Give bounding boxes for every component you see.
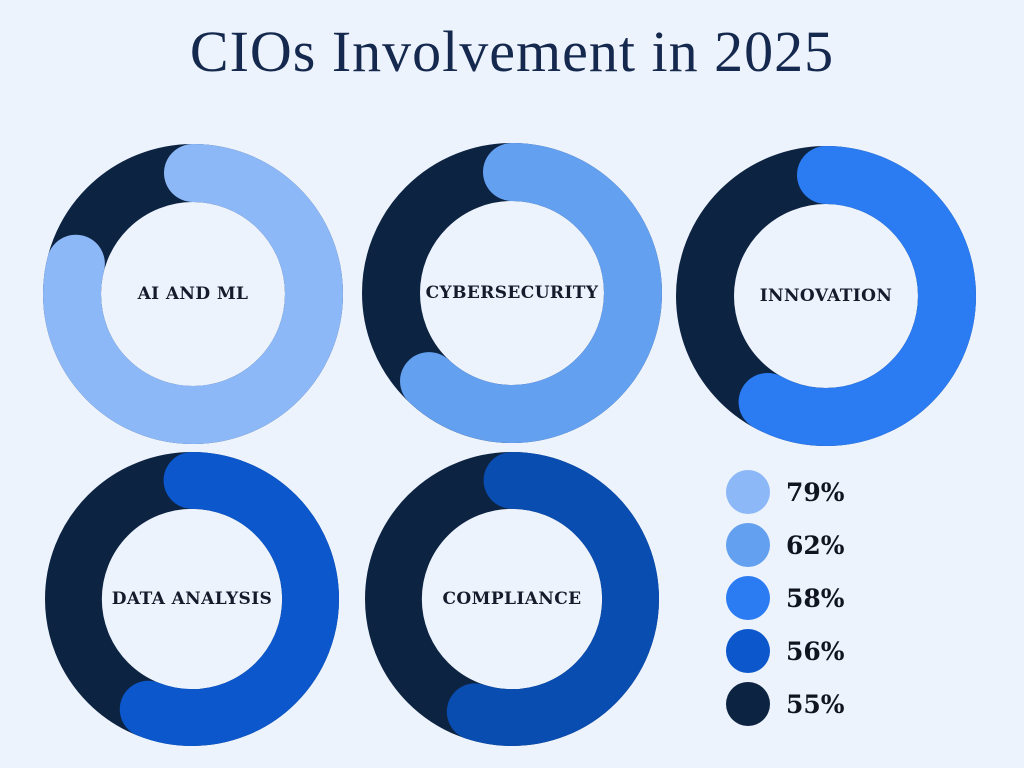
legend-value: 58% <box>786 583 845 613</box>
donut-label: CYBERSECURITY <box>425 283 599 303</box>
legend-item: 79% <box>726 470 845 514</box>
legend-item: 55% <box>726 682 845 726</box>
legend-item: 58% <box>726 576 845 620</box>
legend: 79% 62% 58% 56% 55% <box>726 470 845 726</box>
donut-label: INNOVATION <box>759 286 893 306</box>
donut-ring <box>676 146 976 446</box>
legend-value: 79% <box>786 477 845 507</box>
legend-item: 56% <box>726 629 845 673</box>
legend-dot-62 <box>726 523 770 567</box>
donut-value-arc <box>43 144 343 444</box>
legend-dot-58 <box>726 576 770 620</box>
donut-value-arc <box>362 143 662 443</box>
donut-label: DATA ANALYSIS <box>111 589 273 609</box>
legend-dot-56 <box>726 629 770 673</box>
donut-chart-data-analysis: DATA ANALYSIS <box>45 452 339 746</box>
legend-item: 62% <box>726 523 845 567</box>
donut-label: COMPLIANCE <box>442 589 582 609</box>
legend-dot-79 <box>726 470 770 514</box>
donut-chart-ai-and-ml: AI AND ML <box>43 144 343 444</box>
donut-label: AI AND ML <box>137 284 249 304</box>
legend-value: 56% <box>786 636 845 666</box>
legend-dot-55 <box>726 682 770 726</box>
legend-value: 55% <box>786 689 845 719</box>
donut-ring <box>45 452 339 746</box>
donut-value-arc <box>45 452 339 746</box>
donut-chart-compliance: COMPLIANCE <box>365 452 659 746</box>
donut-value-arc <box>365 452 659 746</box>
legend-value: 62% <box>786 530 845 560</box>
donut-chart-cybersecurity: CYBERSECURITY <box>362 143 662 443</box>
donut-ring <box>43 144 343 444</box>
donut-chart-innovation: INNOVATION <box>676 146 976 446</box>
page-title: CIOs Involvement in 2025 <box>189 19 835 84</box>
donut-ring <box>365 452 659 746</box>
donut-ring <box>362 143 662 443</box>
donut-value-arc <box>676 146 976 446</box>
